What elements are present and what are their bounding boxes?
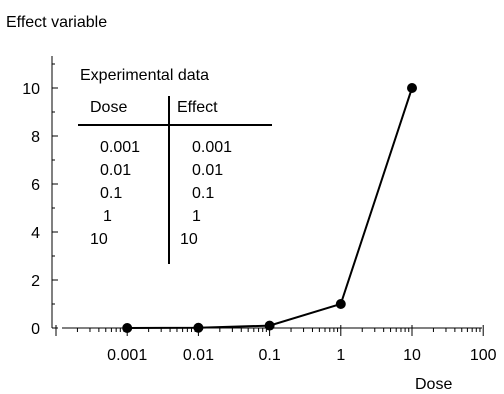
x-tick-label: 0.1	[258, 347, 280, 364]
data-table: Experimental data Dose Effect 0.001 0.001…	[78, 67, 272, 264]
data-point	[193, 322, 204, 333]
y-axis: 0 2 4 6 8 10	[22, 56, 58, 338]
y-tick-label: 8	[31, 129, 40, 146]
table-cell-dose: 0.1	[100, 185, 122, 202]
y-tick-label: 2	[31, 273, 40, 290]
data-point	[407, 83, 417, 93]
table-header-dose: Dose	[90, 99, 127, 116]
x-axis-label: Dose	[415, 376, 452, 393]
x-tick-label: 0.001	[107, 347, 147, 364]
table-cell-effect: 0.1	[192, 185, 214, 202]
data-point	[335, 299, 346, 309]
x-tick-label: 100	[470, 347, 497, 364]
table-cell-effect: 0.01	[192, 162, 223, 179]
table-cell-effect: 10	[180, 231, 198, 248]
y-tick-label: 4	[31, 225, 40, 242]
table-cell-effect: 0.001	[192, 139, 232, 156]
table-cell-dose: 10	[90, 231, 108, 248]
table-cell-dose: 0.01	[100, 162, 131, 179]
y-tick-label: 0	[31, 321, 40, 338]
table-header-effect: Effect	[177, 99, 218, 116]
table-cell-dose: 1	[103, 208, 112, 225]
y-axis-label: Effect variable	[6, 14, 107, 31]
y-tick-label: 6	[31, 177, 40, 194]
x-tick-label: 10	[403, 347, 421, 364]
table-title: Experimental data	[80, 67, 209, 84]
data-point	[264, 320, 275, 331]
data-point	[122, 322, 133, 333]
data-series	[122, 83, 417, 333]
x-axis: 0.001 0.01 0.1 1 10 100	[55, 325, 497, 364]
x-tick-label: 1	[336, 347, 345, 364]
table-cell-dose: 0.001	[100, 139, 140, 156]
table-cell-effect: 1	[192, 208, 201, 225]
x-tick-label: 0.01	[183, 347, 214, 364]
y-tick-label: 10	[22, 81, 40, 98]
